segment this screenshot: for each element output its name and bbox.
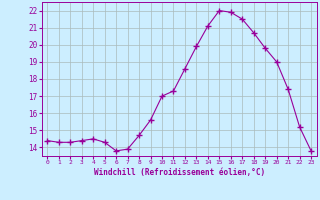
X-axis label: Windchill (Refroidissement éolien,°C): Windchill (Refroidissement éolien,°C) — [94, 168, 265, 177]
